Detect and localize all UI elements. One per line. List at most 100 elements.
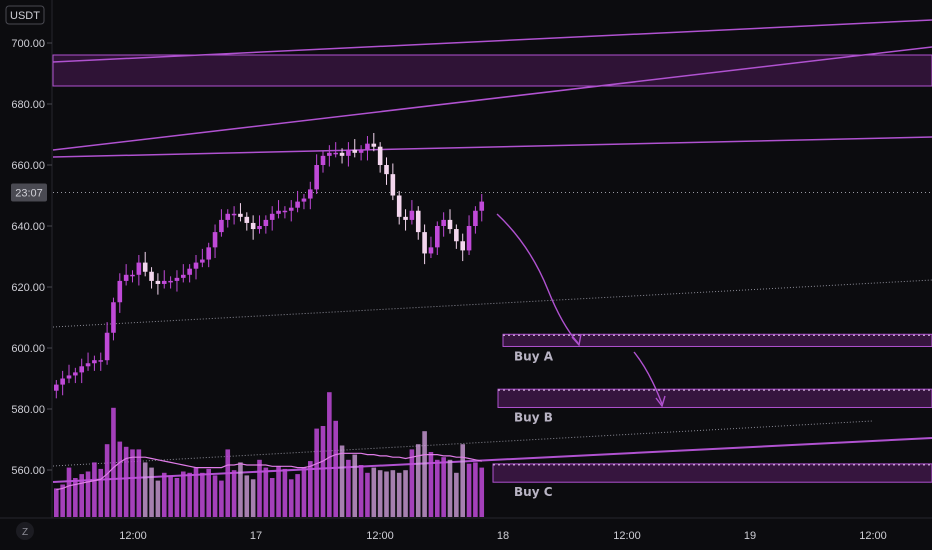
candle-body [212, 232, 218, 248]
volume-bar [466, 463, 472, 517]
candle-body [104, 332, 110, 361]
volume-bar [422, 431, 427, 517]
volume-bar [454, 472, 459, 517]
candle-body [161, 280, 167, 284]
projection-arrow-a [496, 213, 579, 344]
candle-body [333, 152, 338, 155]
timezone-icon-label: Z [22, 527, 28, 538]
candle-body [136, 262, 142, 275]
candle-body [225, 213, 231, 220]
x-tick-label: 12:00 [366, 530, 394, 542]
volume-moving-average [56, 452, 482, 491]
candle-body [346, 149, 351, 156]
volume-bar [238, 462, 243, 517]
y-tick-label: 640.00 [11, 221, 45, 233]
volume-bar [314, 428, 319, 517]
mid-trendline [52, 136, 932, 158]
projection-arrowhead-a [571, 333, 582, 347]
volume-bar [161, 472, 167, 517]
candle-body [454, 229, 459, 242]
candle-body [352, 149, 358, 153]
candle-body [295, 201, 300, 208]
timezone-icon[interactable] [16, 522, 34, 540]
volume-bar [73, 478, 78, 517]
volume-bar [168, 475, 173, 517]
volume-bar [346, 459, 351, 517]
candle-body [288, 207, 294, 211]
volume-bar [320, 426, 326, 517]
volume-bar [358, 465, 364, 517]
x-tick-label: 12:00 [119, 530, 147, 542]
buy-zones: Buy A Buy B Buy C [492, 333, 932, 499]
volume-bar [104, 444, 110, 517]
volume-bar [390, 470, 396, 517]
candle-body [174, 277, 180, 281]
projection-arrow-b [633, 351, 663, 405]
candle-body [396, 195, 402, 217]
candle-body [409, 210, 415, 220]
candle-body [123, 274, 129, 281]
candle-body [219, 219, 224, 233]
volume-bar [92, 462, 97, 517]
candle-body [308, 189, 313, 199]
candle-body [60, 378, 65, 385]
volume-bar [123, 446, 129, 517]
y-tick-label: 660.00 [11, 160, 45, 172]
volume-bar [206, 468, 211, 517]
rising-trendline [52, 46, 932, 151]
volume-bar [98, 468, 104, 517]
candle-body [193, 262, 199, 269]
volume-bar [231, 470, 237, 517]
buy-zone-3 [492, 463, 932, 483]
volume-bar [403, 470, 408, 517]
candle-body [187, 268, 192, 275]
buy-zone-label-2: Buy B [514, 410, 553, 424]
trendlines [52, 19, 932, 483]
current-price-tag: 23:07 [15, 187, 43, 199]
volume-bar [301, 467, 307, 517]
volume-bar [288, 479, 294, 517]
volume-bar [460, 444, 465, 517]
buy-zone-2 [497, 388, 932, 408]
volume-bar [219, 480, 224, 517]
candle-body [460, 241, 465, 251]
volume-bar [276, 466, 281, 517]
candle-body [320, 155, 326, 165]
volume-bar [136, 449, 142, 517]
volume-bar [333, 420, 338, 517]
candle-body [384, 165, 389, 175]
volume-bar [174, 478, 180, 517]
volume-bar [352, 454, 358, 517]
candles [54, 132, 485, 399]
volume-bar [415, 444, 421, 517]
volume-bars [54, 392, 485, 517]
candle-body [371, 143, 377, 147]
candle-body [428, 247, 434, 254]
volume-bar [473, 462, 478, 517]
x-tick-label: 17 [250, 530, 262, 542]
projection-arrowhead-b [655, 395, 666, 408]
y-tick-label: 620.00 [11, 282, 45, 294]
volume-bar [66, 467, 72, 517]
candle-body [447, 219, 453, 230]
candle-body [54, 384, 59, 391]
candle-body [200, 259, 205, 263]
volume-bar [479, 467, 485, 517]
candle-body [92, 360, 97, 364]
volume-bar [365, 472, 370, 517]
volume-bar [396, 472, 402, 517]
volume-bar [308, 461, 313, 517]
current-price-tag-box [11, 183, 47, 202]
x-tick-label: 19 [744, 530, 756, 542]
candle-body [117, 280, 123, 303]
candle-body [479, 201, 485, 211]
resistance-band [52, 54, 932, 87]
candle-body [327, 152, 332, 156]
volume-bar [327, 392, 332, 517]
candle-body [269, 213, 275, 220]
candle-body [301, 198, 307, 202]
candle-body [142, 262, 148, 272]
y-tick-label: 560.00 [11, 465, 45, 477]
candle-body [390, 174, 396, 196]
